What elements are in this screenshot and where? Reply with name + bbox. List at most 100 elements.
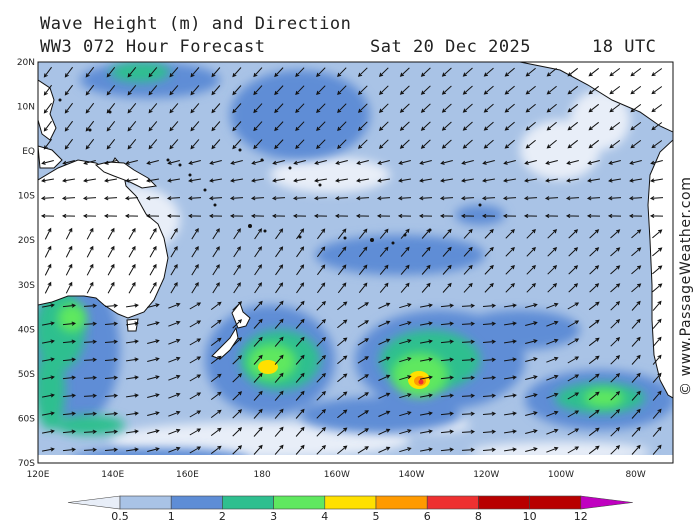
- direction-arrow: [274, 408, 284, 419]
- direction-arrow: [420, 103, 431, 113]
- direction-arrow: [168, 428, 181, 435]
- colorbar-tick-label: 1: [168, 510, 175, 523]
- direction-arrow: [503, 178, 516, 183]
- direction-arrow: [525, 357, 538, 362]
- direction-arrow: [502, 196, 517, 201]
- direction-arrow: [316, 372, 326, 383]
- direction-arrow: [169, 103, 179, 114]
- direction-arrow: [379, 264, 389, 275]
- direction-arrow: [567, 392, 580, 400]
- direction-arrow: [85, 84, 95, 96]
- direction-arrow: [232, 355, 243, 365]
- direction-arrow: [313, 213, 328, 219]
- direction-arrow: [274, 426, 284, 437]
- direction-arrow: [85, 102, 95, 114]
- direction-arrow: [189, 392, 202, 400]
- direction-arrow: [188, 160, 201, 165]
- direction-arrow: [650, 160, 663, 165]
- colorbar-tick-label: 4: [321, 510, 328, 523]
- direction-arrow: [337, 67, 347, 78]
- lat-label: 10N: [17, 103, 35, 113]
- direction-arrow: [232, 391, 243, 401]
- direction-arrow: [482, 339, 497, 344]
- direction-arrow: [337, 121, 347, 132]
- direction-arrow: [189, 410, 202, 418]
- direction-arrow: [126, 375, 139, 380]
- direction-arrow: [232, 139, 242, 150]
- direction-arrow: [189, 302, 202, 310]
- direction-arrow: [232, 427, 243, 437]
- colorbar-tick-label: 8: [475, 510, 482, 523]
- direction-arrow: [546, 103, 557, 113]
- direction-arrow: [357, 103, 368, 113]
- direction-arrow: [376, 213, 391, 219]
- direction-arrow: [610, 283, 621, 293]
- direction-arrow: [610, 445, 621, 455]
- direction-arrow: [62, 339, 77, 344]
- direction-arrow: [253, 372, 263, 383]
- colorbar-low-arrow: [67, 495, 121, 510]
- direction-arrow: [462, 121, 473, 131]
- direction-arrow: [608, 178, 621, 183]
- direction-arrow: [440, 411, 455, 416]
- new-guinea-land: [94, 161, 158, 189]
- direction-arrow: [274, 354, 284, 365]
- direction-arrow: [358, 246, 368, 258]
- lon-label: 180: [254, 470, 271, 480]
- direction-arrow: [145, 196, 160, 201]
- direction-arrow: [357, 410, 369, 418]
- direction-arrow: [547, 265, 558, 275]
- direction-arrow: [652, 372, 662, 383]
- direction-arrow: [378, 103, 389, 113]
- direction-arrow: [253, 139, 263, 150]
- direction-arrow: [439, 196, 454, 201]
- direction-arrow: [253, 390, 263, 401]
- direction-arrow: [567, 374, 580, 382]
- direction-arrow: [651, 104, 663, 113]
- direction-arrow: [420, 339, 433, 344]
- lon-label: 160W: [324, 470, 350, 480]
- direction-arrow: [461, 447, 476, 452]
- direction-arrow: [442, 282, 452, 293]
- direction-arrow: [652, 336, 662, 347]
- direction-arrow: [337, 85, 347, 96]
- direction-arrow: [652, 283, 663, 293]
- direction-arrow: [190, 67, 200, 78]
- direction-arrow: [208, 213, 223, 219]
- direction-arrow: [126, 447, 139, 452]
- direction-arrow: [589, 247, 600, 257]
- direction-arrow: [107, 227, 115, 240]
- direction-arrow: [420, 447, 433, 452]
- direction-arrow: [439, 213, 454, 219]
- direction-arrow: [567, 410, 580, 418]
- direction-arrow: [649, 213, 664, 219]
- direction-arrow: [378, 302, 391, 309]
- direction-arrow: [275, 228, 284, 240]
- direction-arrow: [504, 103, 515, 113]
- direction-arrow: [104, 375, 119, 380]
- direction-arrow: [335, 160, 348, 165]
- colorbar-segment: [170, 495, 223, 510]
- direction-arrow: [124, 196, 139, 201]
- direction-arrow: [147, 321, 160, 326]
- direction-arrow: [651, 140, 663, 149]
- direction-arrow: [189, 320, 202, 328]
- direction-arrow: [128, 227, 136, 240]
- direction-arrow: [83, 375, 98, 380]
- direction-arrow: [421, 246, 431, 257]
- direction-arrow: [189, 428, 202, 436]
- direction-arrow: [85, 120, 95, 132]
- direction-arrow: [148, 121, 158, 132]
- direction-arrow: [588, 409, 600, 419]
- direction-arrow: [440, 160, 453, 165]
- direction-arrow: [399, 85, 410, 95]
- direction-arrow: [274, 85, 284, 96]
- direction-arrow: [41, 178, 54, 183]
- direction-arrow: [274, 390, 284, 401]
- direction-arrow: [505, 264, 515, 275]
- direction-arrow: [505, 228, 515, 239]
- direction-arrow: [461, 339, 476, 344]
- direction-arrow: [378, 356, 391, 363]
- direction-arrow: [482, 411, 497, 416]
- direction-arrow: [482, 321, 497, 326]
